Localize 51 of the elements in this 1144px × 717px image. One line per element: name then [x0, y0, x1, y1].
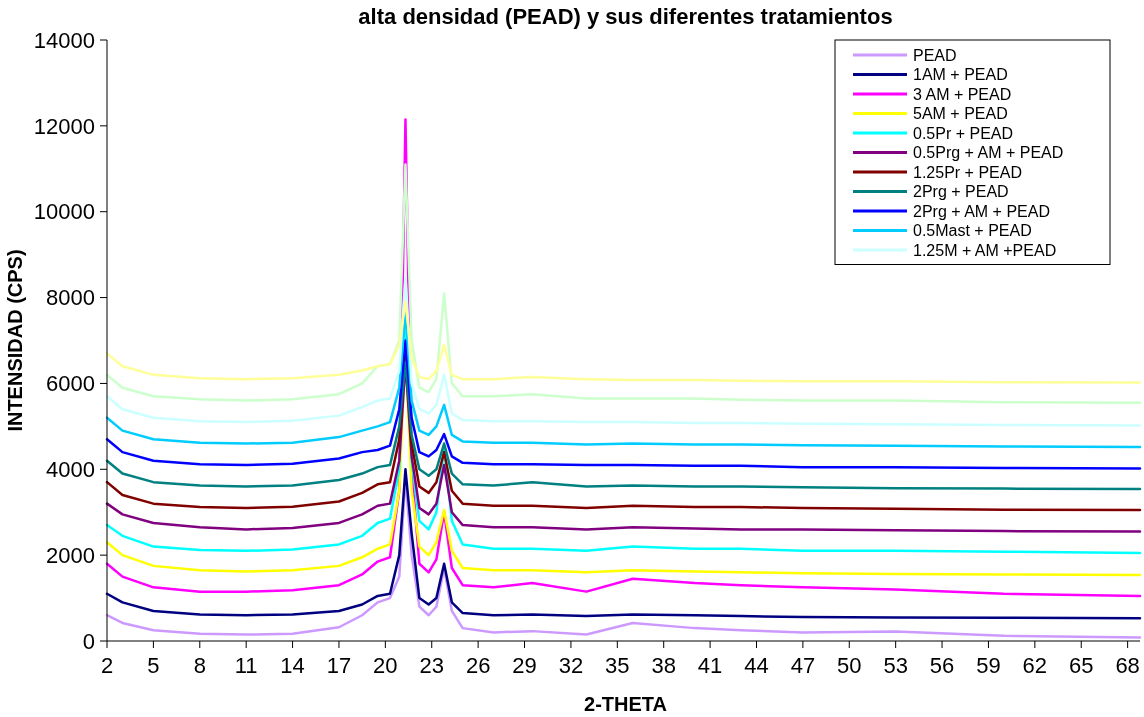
line-series	[105, 300, 1142, 384]
x-tick-label: 20	[373, 653, 398, 678]
legend-label: 5AM + PEAD	[913, 105, 1008, 123]
x-tick-label: 38	[651, 653, 676, 678]
y-tick-label: 12000	[33, 113, 95, 139]
legend-label: 2Prg + PEAD	[913, 183, 1009, 201]
y-tick-label: 4000	[46, 456, 95, 482]
legend-label: 1.25M + AM +PEAD	[913, 241, 1057, 259]
x-tick-label: 53	[883, 653, 908, 678]
y-tick-label: 14000	[33, 27, 95, 53]
line-series	[105, 360, 1142, 491]
x-tick-label: 23	[419, 653, 444, 678]
x-tick-label: 35	[605, 653, 630, 678]
legend-label: 2Prg + AM + PEAD	[913, 202, 1050, 220]
line-series	[105, 163, 1142, 404]
x-axis-title: 2-THETA	[584, 693, 667, 715]
legend-label: 0.5Prg + AM + PEAD	[913, 144, 1064, 162]
legend-label: 3 AM + PEAD	[913, 85, 1012, 103]
x-tick-label: 14	[280, 653, 305, 678]
x-tick-label: 50	[837, 653, 862, 678]
x-tick-label: 26	[465, 653, 491, 678]
x-tick-label: 2	[100, 653, 114, 678]
x-tick-label: 62	[1022, 653, 1048, 678]
y-tick-label: 6000	[46, 371, 95, 397]
y-tick-label: 0	[82, 628, 95, 654]
x-tick-label: 17	[326, 653, 352, 678]
x-tick-label: 5	[147, 653, 160, 678]
legend-label: 1.25Pr + PEAD	[913, 163, 1022, 181]
legend-label: 1AM + PEAD	[913, 66, 1008, 84]
x-tick-label: 41	[697, 653, 723, 678]
x-tick-label: 47	[790, 653, 816, 678]
x-tick-label: 29	[512, 653, 537, 678]
x-tick-label: 32	[558, 653, 584, 678]
chart-title: alta densidad (PEAD) y sus diferentes tratamientos	[358, 4, 893, 29]
y-tick-label: 10000	[33, 199, 95, 225]
legend-label: 0.5Pr + PEAD	[913, 124, 1014, 142]
line-series	[105, 468, 1142, 620]
x-tick-label: 65	[1068, 653, 1094, 678]
y-axis-title: INTENSIDAD (CPS)	[4, 249, 26, 432]
x-tick-label: 11	[234, 653, 258, 678]
x-tick-label: 44	[744, 653, 769, 678]
y-tick-label: 8000	[46, 285, 95, 311]
x-tick-label: 8	[193, 653, 206, 678]
x-tick-label: 56	[929, 653, 955, 678]
x-tick-label: 68	[1115, 653, 1140, 678]
legend-label: 0.5Mast + PEAD	[913, 222, 1032, 240]
line-series	[105, 339, 1142, 470]
legend-label: PEAD	[913, 46, 957, 64]
line-series	[105, 274, 1142, 427]
y-tick-label: 2000	[46, 542, 95, 568]
x-tick-label: 59	[976, 653, 1001, 678]
